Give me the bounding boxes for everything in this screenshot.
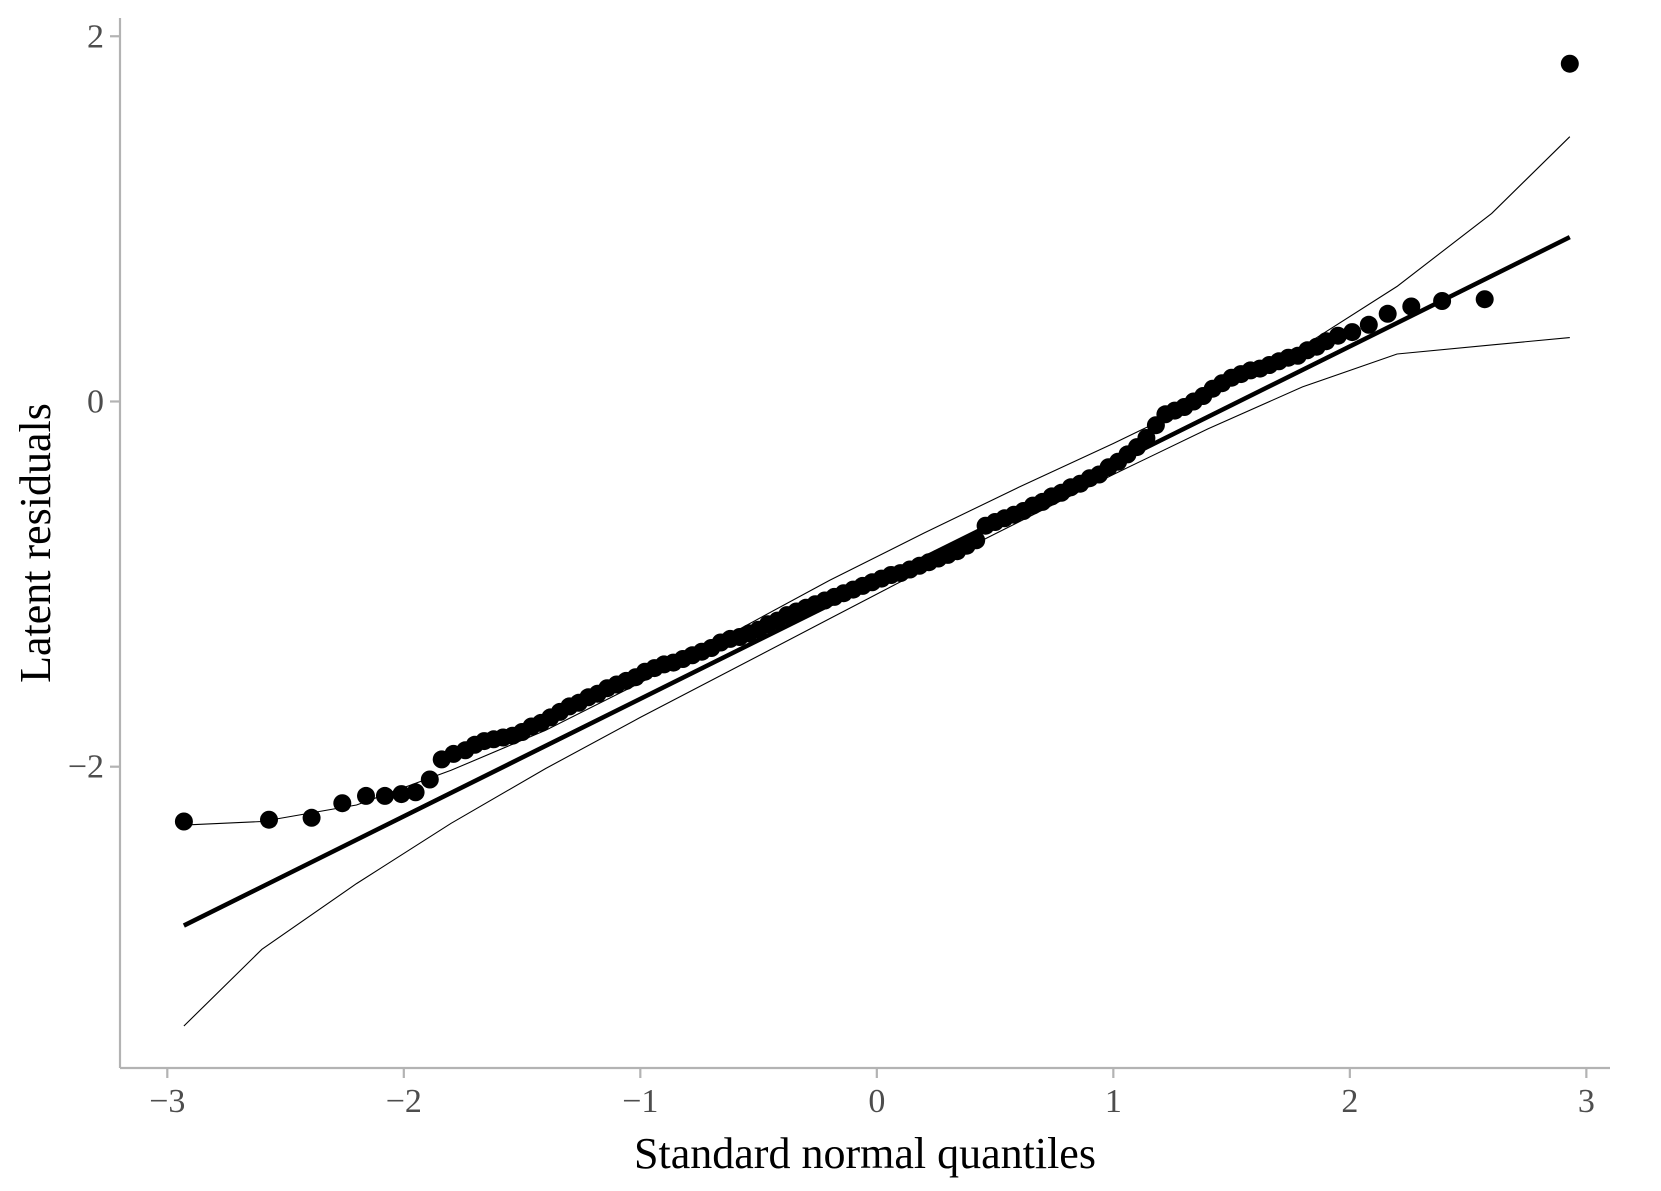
data-point — [406, 783, 425, 802]
data-point — [260, 810, 278, 829]
x-tick-label: −1 — [622, 1083, 658, 1120]
x-tick-label: −3 — [149, 1083, 185, 1120]
data-points — [174, 54, 1579, 831]
data-point — [392, 785, 411, 804]
data-point — [420, 770, 439, 789]
x-axis-title: Standard normal quantiles — [634, 1129, 1096, 1178]
x-tick-label: 3 — [1578, 1083, 1595, 1120]
envelope-lower-line — [183, 337, 1570, 1027]
x-tick-label: 0 — [868, 1083, 885, 1120]
data-point — [302, 808, 321, 827]
axes: −3 −2 −1 0 1 2 3 −2 0 2 — [68, 18, 1610, 1120]
y-tick-label: −2 — [68, 749, 104, 786]
data-point — [1560, 54, 1579, 73]
data-point — [1343, 323, 1362, 342]
x-tick-label: 2 — [1341, 1083, 1358, 1120]
data-point — [375, 786, 394, 805]
data-point — [1475, 290, 1494, 309]
y-tick-label: 0 — [87, 383, 104, 420]
data-point — [1433, 292, 1452, 310]
data-point — [174, 812, 193, 831]
data-point — [357, 786, 375, 805]
data-point — [1378, 304, 1397, 323]
data-point — [1359, 315, 1378, 334]
data-point — [1329, 326, 1347, 345]
data-point — [967, 531, 986, 550]
data-point — [1402, 297, 1421, 316]
x-tick-label: 1 — [1105, 1083, 1122, 1120]
y-axis-title: Latent residuals — [11, 403, 60, 683]
data-point — [1137, 429, 1156, 447]
envelope-upper-line — [183, 136, 1571, 826]
x-tick-label: −2 — [386, 1083, 422, 1120]
y-tick-label: 2 — [87, 18, 104, 55]
data-point — [333, 794, 352, 813]
